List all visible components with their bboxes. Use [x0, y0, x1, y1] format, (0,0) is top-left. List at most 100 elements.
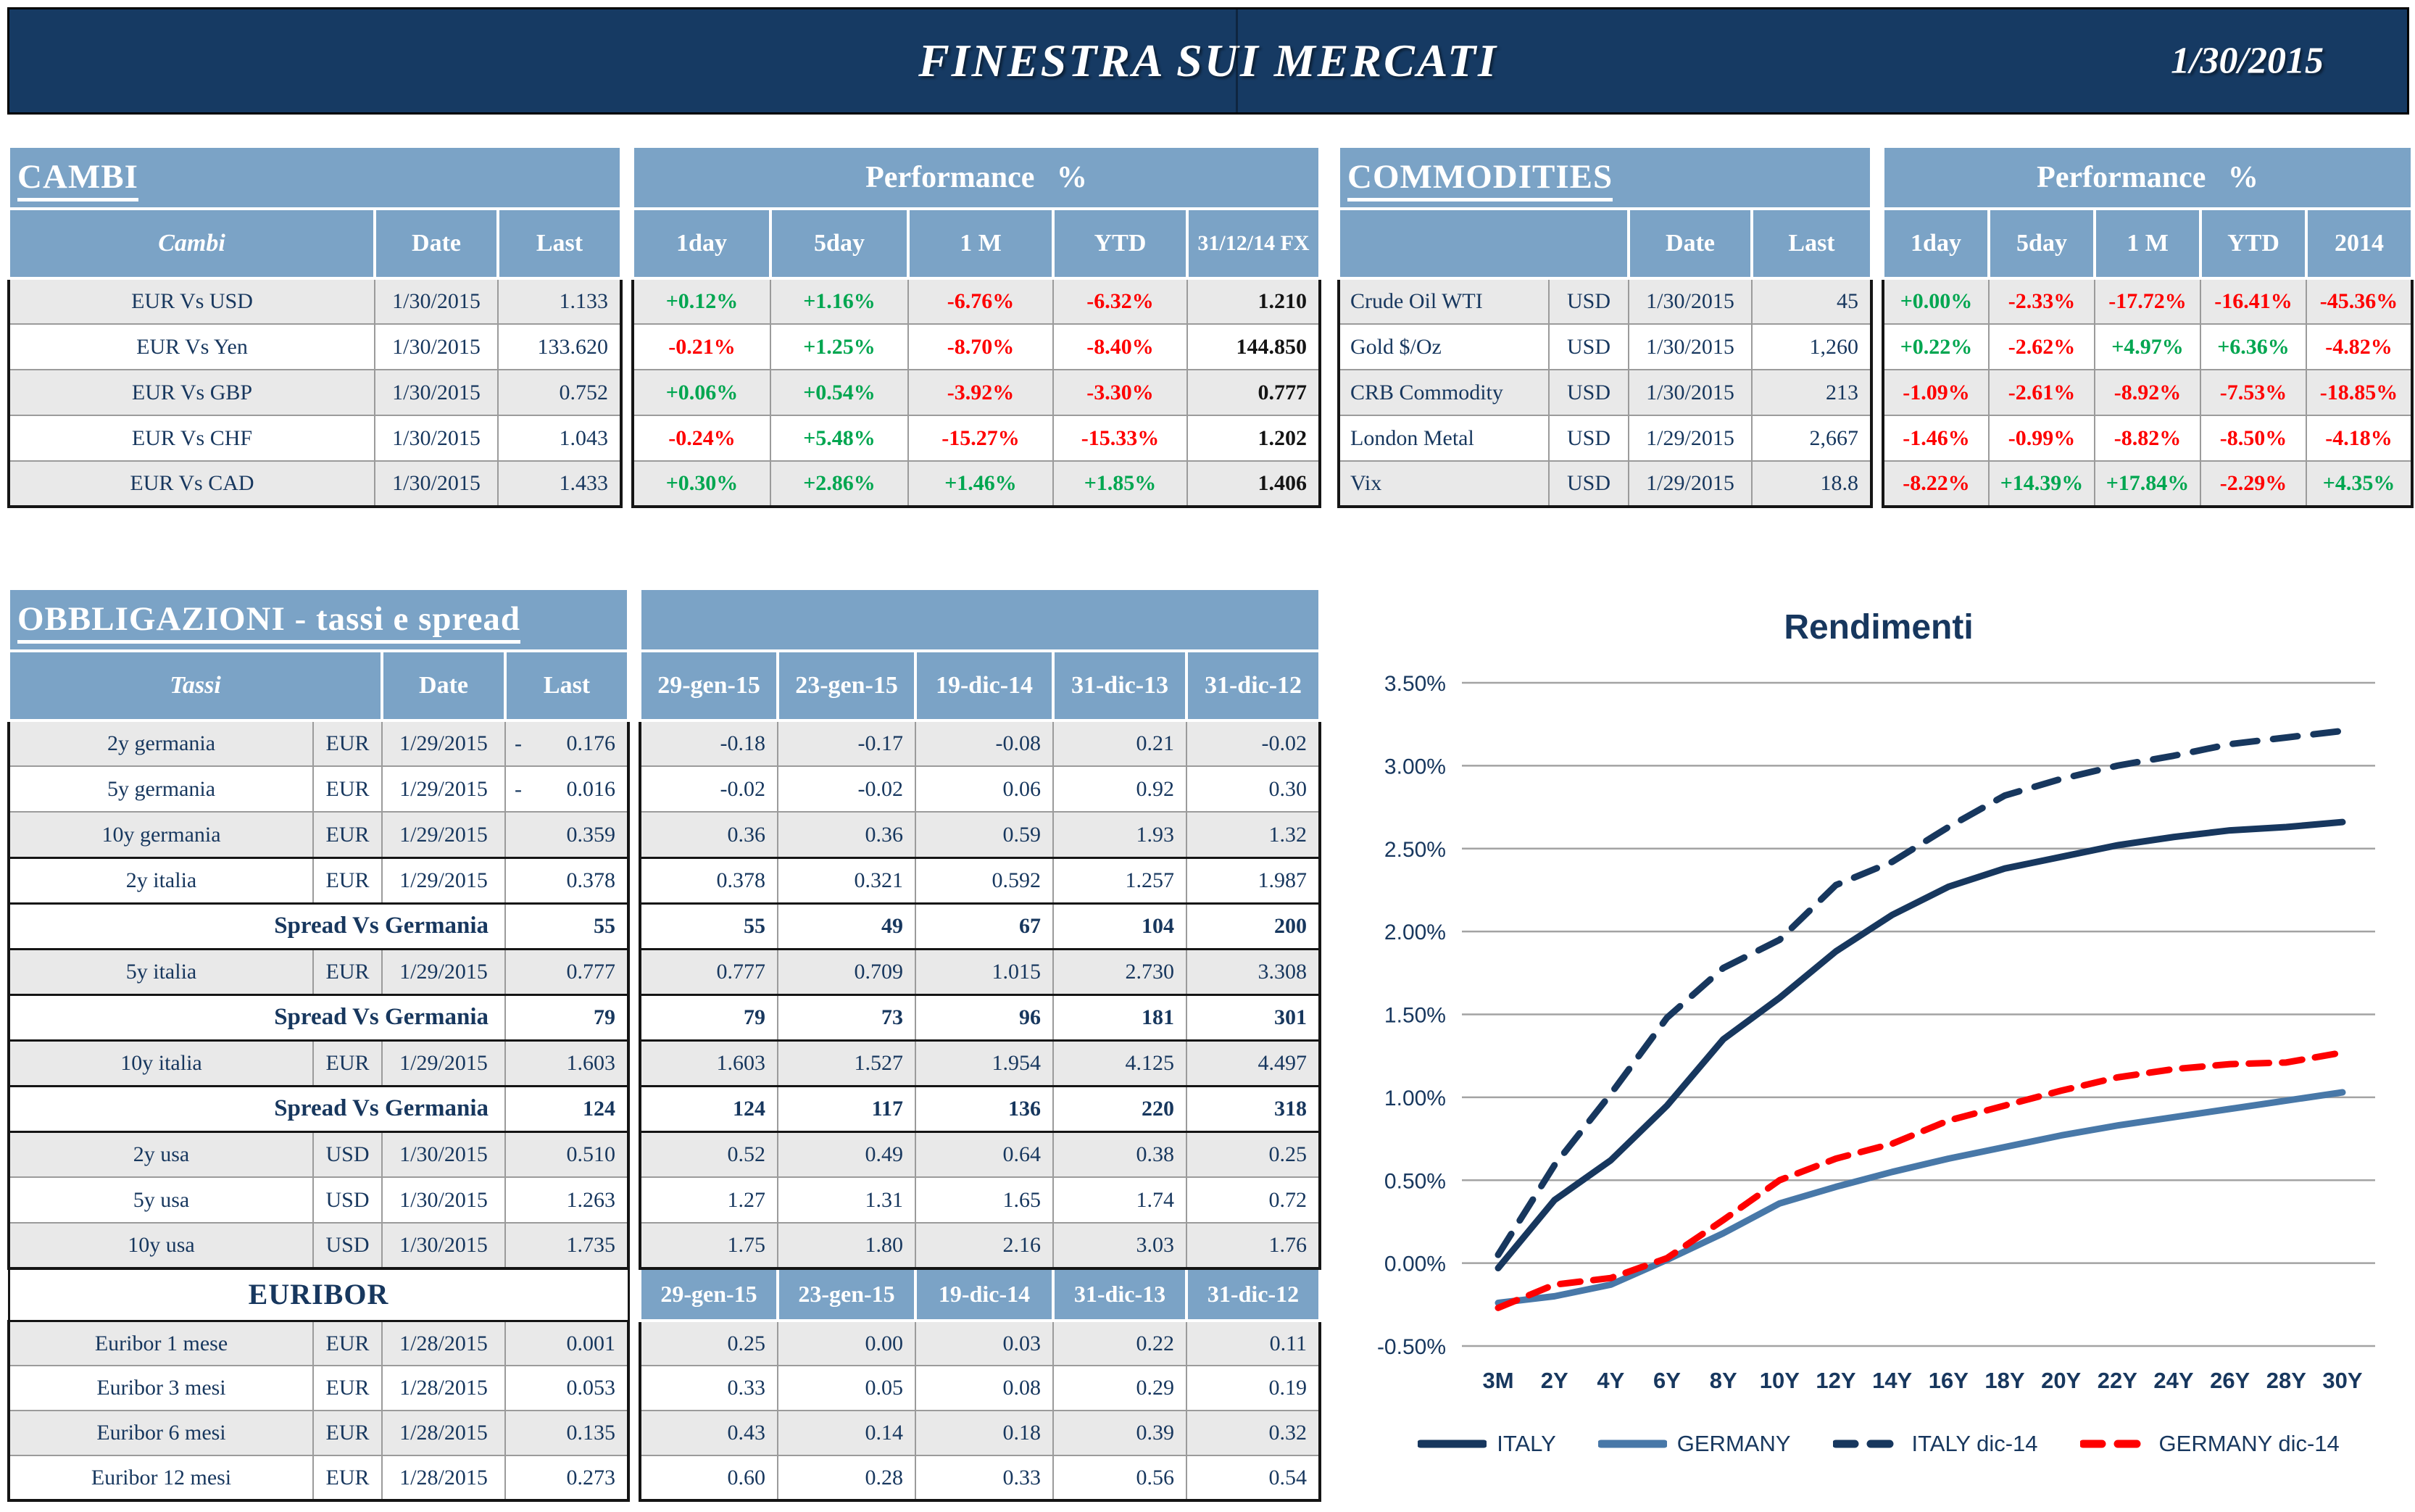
spread-hist-cell: 79 [639, 993, 779, 1042]
euribor-hist-header-row: 29-gen-15 23-gen-15 19-dic-14 31-dic-13 31-d… [639, 1267, 1322, 1322]
perf-cell: -2.61% [1988, 369, 2096, 416]
last-value: 0.752 [497, 369, 623, 416]
perf-cell: +0.54% [770, 369, 909, 416]
commodities-performance-label: Performance % [1882, 145, 2414, 210]
cambi-left-table: CAMBI Cambi Date Last EUR Vs USD 1/30/201… [7, 145, 623, 508]
last-value: 45 [1750, 277, 1874, 325]
date-cell: 1/29/2015 [381, 719, 506, 767]
y-axis-tick-label: 2.50% [1384, 838, 1446, 862]
perf-cell: +4.35% [2306, 460, 2414, 508]
x-axis-tick-label: 26Y [2210, 1368, 2250, 1393]
spread-hist-cell: 55 [639, 902, 779, 950]
cambi-title-row: CAMBI [7, 145, 623, 210]
date-cell: 1/28/2015 [381, 1319, 506, 1366]
col-1m: 1 M [907, 207, 1055, 280]
series-line-italy [1495, 818, 2346, 1271]
bonds-title: OBBLIGAZIONI - tassi e spread [17, 600, 521, 644]
hist-cell: 0.49 [777, 1130, 917, 1178]
perf-cell: -3.92% [907, 369, 1054, 416]
hist-cell: 2.16 [915, 1222, 1055, 1270]
cambi-perf-row: +0.12% +1.16% -6.76% -6.32% 1.210 [631, 277, 1322, 325]
hist-cell: 0.54 [1186, 1455, 1322, 1502]
perf-cell: -4.18% [2306, 415, 2414, 462]
euribor-hist-header: 19-dic-14 [914, 1267, 1055, 1322]
date-cell: 1/29/2015 [1628, 460, 1753, 508]
hist-cell: 0.14 [777, 1410, 917, 1456]
date-cell: 1/29/2015 [1628, 415, 1753, 462]
hist-cell: 1.65 [915, 1176, 1055, 1224]
euribor-row: Euribor 6 mesi EUR 1/28/2015 0.135 [7, 1410, 631, 1456]
commodities-title-row: COMMODITIES [1337, 145, 1874, 210]
bond-hist-row: 0.378 0.321 0.592 1.257 1.987 [639, 856, 1322, 904]
commodity-row: Vix USD 1/29/2015 18.8 [1337, 460, 1874, 508]
commodities-title: COMMODITIES [1347, 158, 1613, 202]
currency-cell: EUR [312, 765, 383, 813]
spread-last-value: 79 [504, 993, 631, 1042]
perf-cell: -6.32% [1052, 277, 1188, 325]
hist-cell: 1.603 [639, 1039, 779, 1087]
last-value: 0.176- [504, 719, 631, 767]
euribor-name: Euribor 3 mesi [7, 1365, 314, 1411]
cambi-perf-row: +0.06% +0.54% -3.92% -3.30% 0.777 [631, 369, 1322, 416]
spread-hist-row: 79 73 96 181 301 [639, 993, 1322, 1042]
commodities-header-row: Date Last [1337, 207, 1874, 280]
date-cell: 1/30/2015 [381, 1176, 506, 1224]
hist-cell: 2.730 [1052, 948, 1188, 995]
col-date: Date [381, 649, 507, 722]
cambi-right-table: Performance % 1day 5day 1 M YTD 31/12/14… [631, 145, 1322, 508]
bond-hist-row: 1.75 1.80 2.16 3.03 1.76 [639, 1222, 1322, 1270]
perf-cell: +1.25% [770, 323, 909, 370]
hist-cell: 0.36 [777, 811, 917, 858]
euribor-row: Euribor 3 mesi EUR 1/28/2015 0.053 [7, 1365, 631, 1411]
x-axis-tick-label: 2Y [1541, 1368, 1568, 1393]
currency-pair-name: EUR Vs Yen [7, 323, 375, 370]
perf-cell: -3.30% [1052, 369, 1188, 416]
hist-cell: 0.22 [1052, 1319, 1188, 1366]
hist-cell: 0.33 [915, 1455, 1055, 1502]
spread-hist-cell: 67 [915, 902, 1055, 950]
series-line-germany [1495, 1089, 2346, 1307]
perf-cell: -2.62% [1988, 323, 2096, 370]
hist-cell: 0.64 [915, 1130, 1055, 1178]
report-title: FINESTRA SUI MERCATI [918, 35, 1498, 86]
x-axis-tick-label: 3M [1482, 1368, 1513, 1393]
legend-line-sample [1832, 1440, 1902, 1448]
commodity-perf-row: -1.46% -0.99% -8.82% -8.50% -4.18% [1882, 415, 2414, 462]
perf-cell: -15.33% [1052, 415, 1188, 462]
bonds-left-table: OBBLIGAZIONI - tassi e spread Tassi Date… [7, 587, 631, 1502]
bond-row: 2y germania EUR 1/29/2015 0.176- [7, 719, 631, 767]
commodity-name: Vix [1337, 460, 1550, 508]
legend-item-germany: GERMANY [1597, 1431, 1791, 1457]
hist-cell: 0.03 [915, 1319, 1055, 1366]
perf-cell: +0.06% [631, 369, 771, 416]
hist-cell: 1.527 [777, 1039, 917, 1087]
bond-name: 5y germania [7, 765, 314, 813]
col-last: Last [496, 207, 623, 280]
bond-name: 5y italia [7, 948, 314, 995]
cambi-performance-band: Performance % [631, 145, 1322, 210]
last-value: 1.603 [504, 1039, 631, 1087]
bond-row: 5y italia EUR 1/29/2015 0.777 [7, 948, 631, 995]
hist-cell: 0.11 [1186, 1319, 1322, 1366]
date-cell: 1/30/2015 [381, 1130, 506, 1178]
hist-cell: 1.257 [1052, 856, 1188, 904]
bond-row: 5y germania EUR 1/29/2015 0.016- [7, 765, 631, 813]
hist-cell: 0.39 [1052, 1410, 1188, 1456]
spread-hist-cell: 220 [1052, 1084, 1188, 1133]
date-cell: 1/29/2015 [381, 948, 506, 995]
col-date: Date [1627, 207, 1753, 280]
perf-cell: -6.76% [907, 277, 1054, 325]
bond-row: 2y italia EUR 1/29/2015 0.378 [7, 856, 631, 904]
bonds-panel: OBBLIGAZIONI - tassi e spread Tassi Date… [7, 587, 1322, 1502]
last-value: 18.8 [1750, 460, 1874, 508]
hist-cell: 0.33 [639, 1365, 779, 1411]
last-value: 1.043 [497, 415, 623, 462]
title-bar-divider [1236, 9, 1238, 112]
col-1m: 1 M [2093, 207, 2203, 280]
legend-item-italy-dic-14: ITALY dic-14 [1832, 1431, 2038, 1457]
legend-line-sample [1597, 1440, 1667, 1448]
legend-item-germany-dic-14: GERMANY dic-14 [2079, 1431, 2340, 1457]
hist-cell: 0.36 [639, 811, 779, 858]
euribor-hist-row: 0.33 0.05 0.08 0.29 0.19 [639, 1365, 1322, 1411]
hist-cell: 1.32 [1186, 811, 1322, 858]
